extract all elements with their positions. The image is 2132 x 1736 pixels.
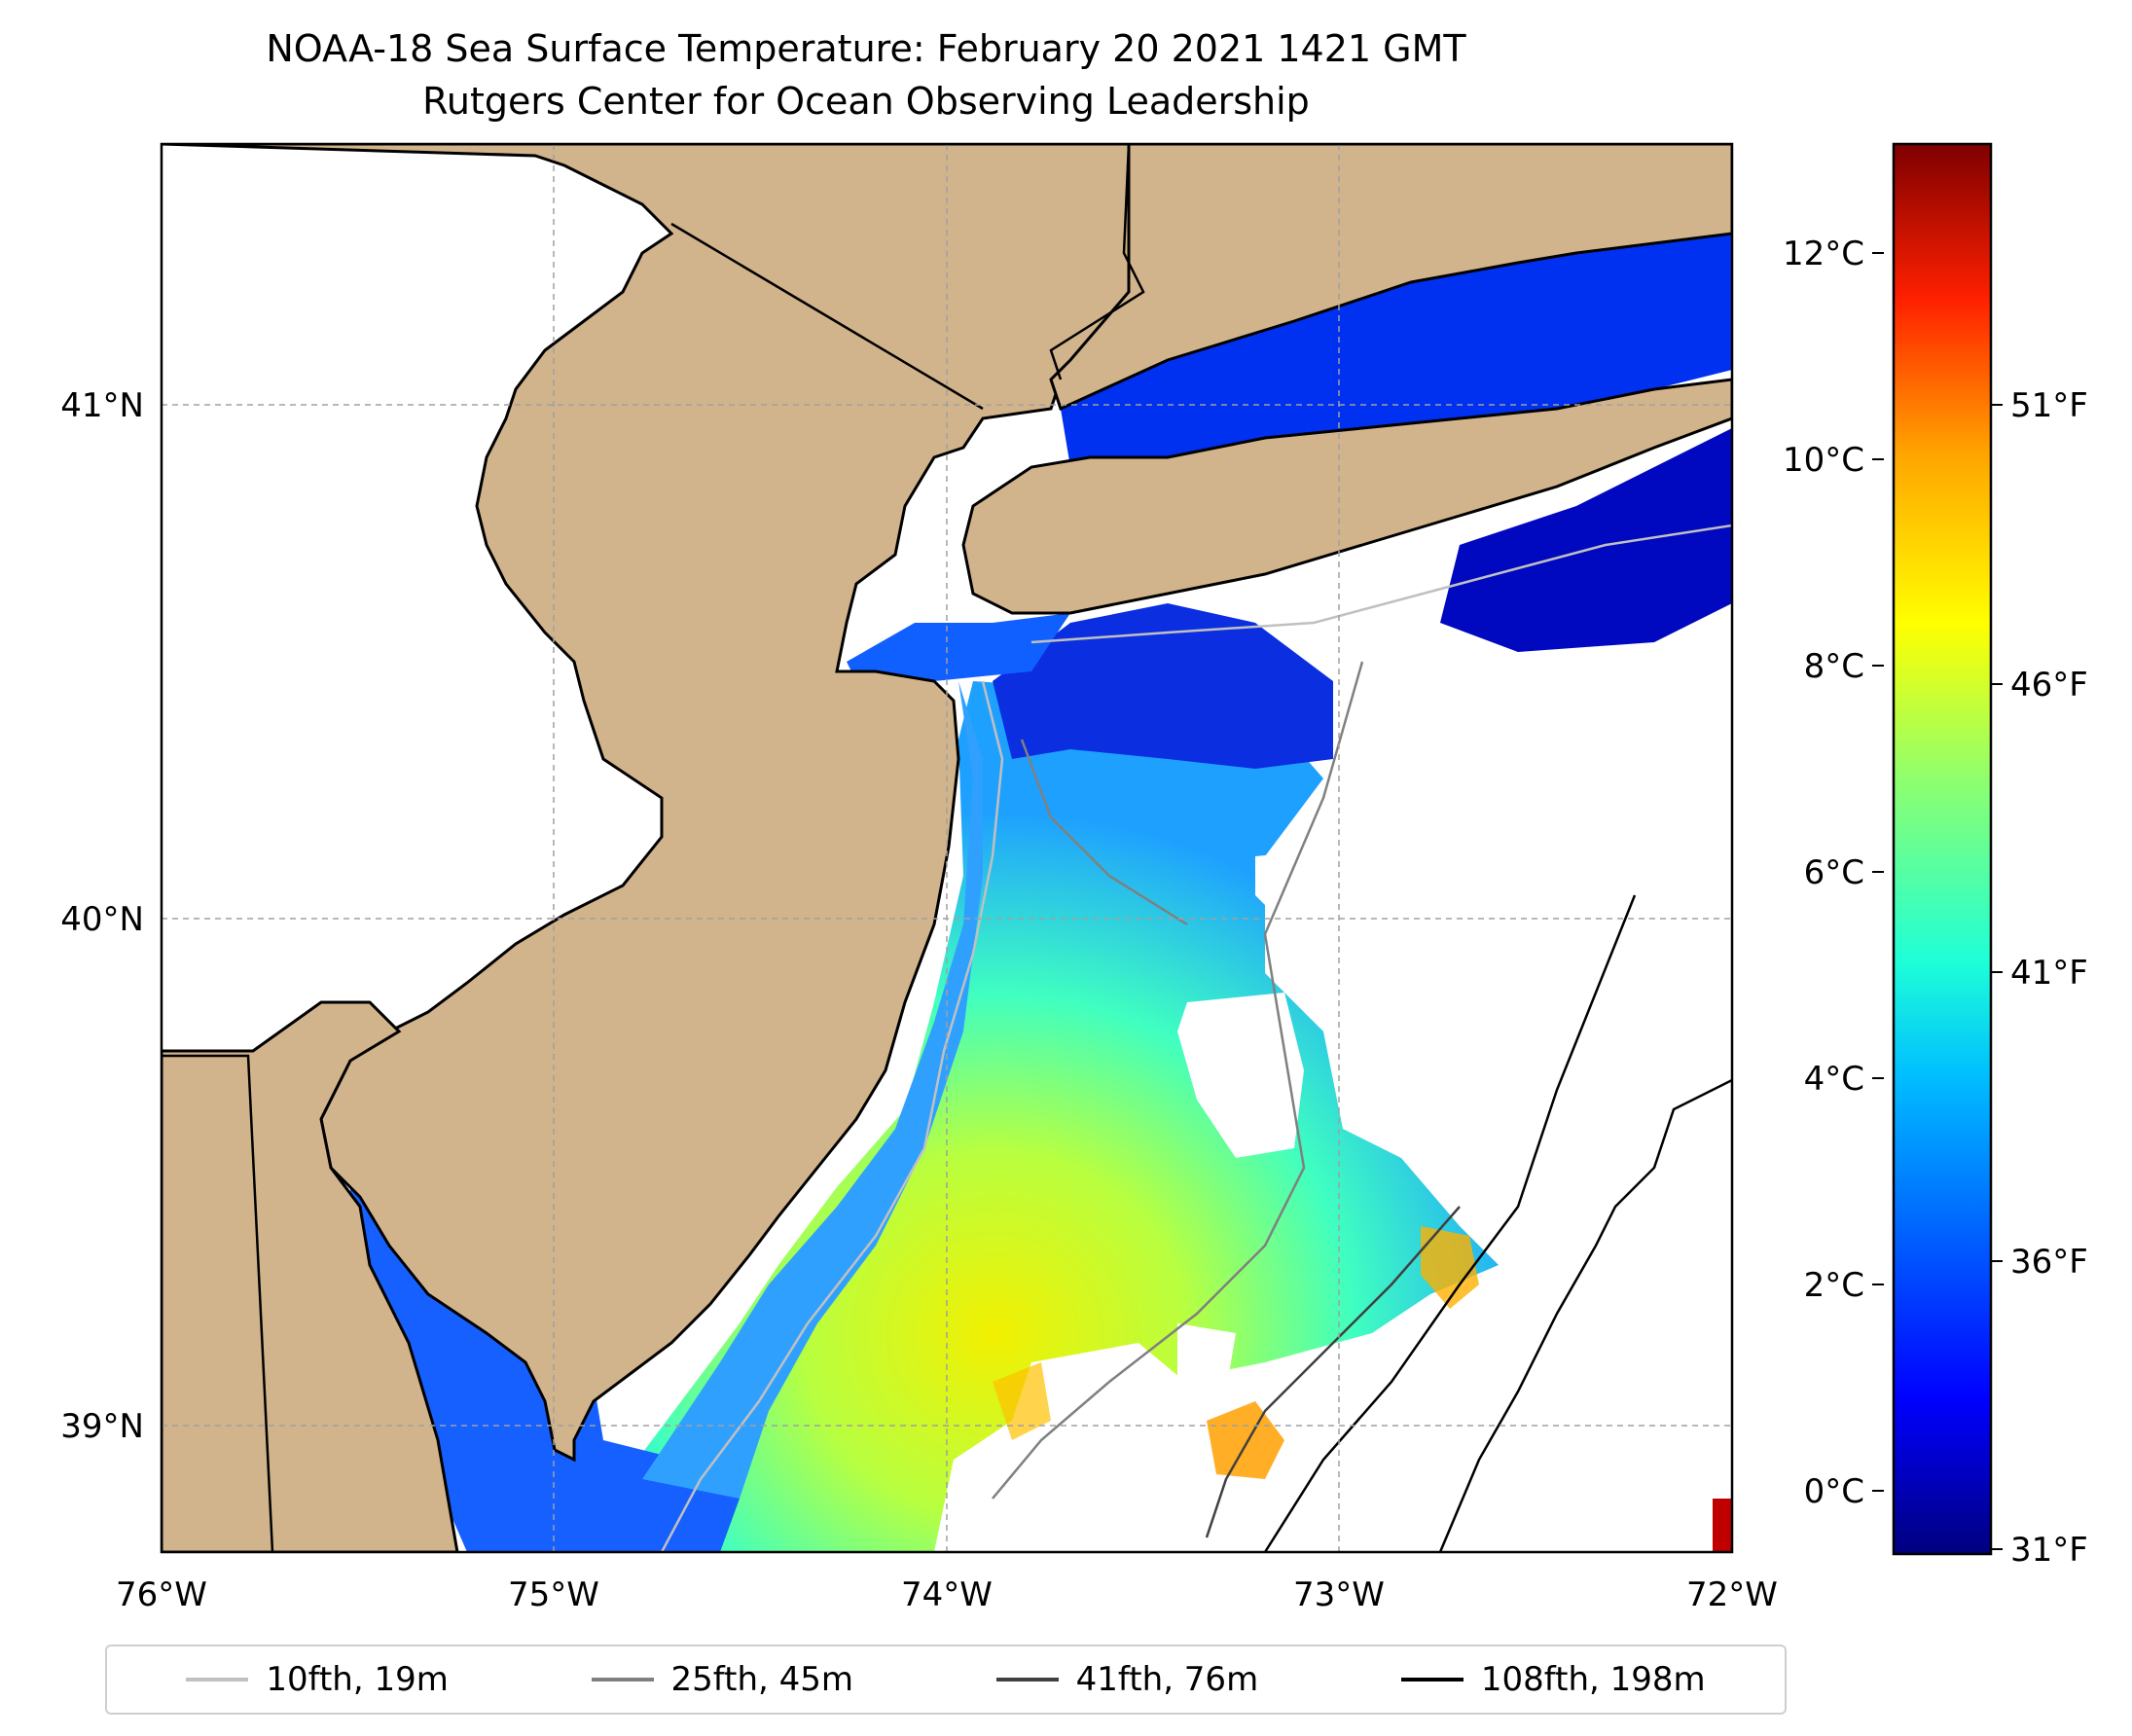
state-border-ny-nj bbox=[670, 222, 984, 411]
lat-tick-labels: 39°N 40°N 41°N bbox=[60, 386, 144, 1446]
legend-label: 10fth, 19m bbox=[266, 1660, 449, 1699]
cloud-gap-3 bbox=[934, 1343, 1216, 1552]
legend-line-swatch bbox=[1400, 1678, 1463, 1682]
state-border-de-md bbox=[162, 1054, 274, 1552]
colorbar-gradient bbox=[1892, 142, 1993, 1556]
lat-tick-label: 41°N bbox=[60, 386, 144, 425]
celsius-tick-label: 8°C bbox=[1804, 647, 1864, 686]
legend-line-swatch bbox=[995, 1678, 1059, 1682]
colorbar-fahrenheit-ticks: 31°F 36°F 41°F 46°F 51°F bbox=[2010, 386, 2088, 1570]
legend-label: 25fth, 45m bbox=[670, 1660, 854, 1699]
sst-shelf-water bbox=[584, 681, 1499, 1552]
sst-warm-patch-2 bbox=[1421, 1226, 1479, 1309]
sst-cold-ny-bight bbox=[993, 603, 1333, 769]
map-grid bbox=[161, 144, 1733, 1552]
fahrenheit-tick-label: 41°F bbox=[2010, 954, 2088, 993]
sst-cold-harbor bbox=[847, 613, 1070, 681]
land-connecticut bbox=[1049, 144, 1732, 412]
map-area bbox=[162, 144, 1732, 1552]
legend-label: 108fth, 198m bbox=[1480, 1660, 1706, 1699]
sst-se-corner bbox=[1713, 1499, 1732, 1552]
sst-long-island-sound bbox=[1061, 234, 1732, 467]
contour-legend: 10fth, 19m 25fth, 45m 41fth, 76m 108fth,… bbox=[105, 1645, 1787, 1715]
fahrenheit-tick-label: 31°F bbox=[2010, 1531, 2088, 1570]
legend-line-swatch bbox=[591, 1678, 654, 1682]
contour-198m-b bbox=[1438, 1078, 1732, 1552]
map-subtitle: Rutgers Center for Ocean Observing Leade… bbox=[422, 80, 1310, 123]
legend-item-19m: 10fth, 19m bbox=[186, 1660, 449, 1699]
sst-cold-east bbox=[1440, 428, 1732, 652]
lat-tick-label: 40°N bbox=[60, 900, 144, 939]
cloud-gap-4 bbox=[1177, 1323, 1236, 1392]
land-long-island bbox=[961, 378, 1732, 615]
lon-tick-labels: 76°W 75°W 74°W 73°W 72°W bbox=[116, 1575, 1778, 1614]
celsius-tick-label: 6°C bbox=[1804, 853, 1864, 892]
lon-tick-label: 73°W bbox=[1293, 1575, 1385, 1614]
legend-item-45m: 25fth, 45m bbox=[591, 1660, 854, 1699]
celsius-tick-label: 0°C bbox=[1804, 1472, 1864, 1511]
celsius-tick-label: 2°C bbox=[1804, 1266, 1864, 1305]
legend-label: 41fth, 76m bbox=[1075, 1660, 1259, 1699]
contour-19m bbox=[660, 680, 1004, 1552]
lon-tick-label: 76°W bbox=[116, 1575, 207, 1614]
lon-tick-label: 75°W bbox=[508, 1575, 599, 1614]
colorbar-celsius-ticks: 0°C 2°C 4°C 6°C 8°C 10°C 12°C bbox=[1783, 235, 1864, 1511]
lon-tick-label: 72°W bbox=[1686, 1575, 1778, 1614]
sst-warm-patch-3 bbox=[993, 1362, 1051, 1440]
legend-item-76m: 41fth, 76m bbox=[995, 1660, 1259, 1699]
state-border-ny-ct bbox=[1049, 144, 1145, 380]
land-delmarva bbox=[162, 1000, 459, 1552]
cloud-gap-1 bbox=[1177, 993, 1304, 1158]
celsius-tick-label: 12°C bbox=[1783, 235, 1864, 273]
contour-19m-li bbox=[1030, 524, 1732, 644]
cloud-gap-2 bbox=[1255, 851, 1314, 915]
sst-warm-patch-1 bbox=[1207, 1401, 1284, 1479]
legend-line-swatch bbox=[186, 1678, 249, 1682]
contour-198m bbox=[1263, 894, 1637, 1552]
contour-76m bbox=[1205, 1206, 1461, 1538]
lat-tick-label: 39°N bbox=[60, 1407, 144, 1446]
lon-tick-label: 74°W bbox=[901, 1575, 993, 1614]
fahrenheit-tick-label: 36°F bbox=[2010, 1243, 2088, 1282]
map-frame bbox=[160, 142, 1734, 1554]
fahrenheit-tick-label: 51°F bbox=[2010, 386, 2088, 425]
celsius-tick-label: 10°C bbox=[1783, 441, 1864, 480]
colorbar: 0°C 2°C 4°C 6°C 8°C 10°C 12°C 31°F 36°F … bbox=[1783, 142, 2088, 1570]
celsius-tick-label: 4°C bbox=[1804, 1060, 1864, 1099]
contour-45m bbox=[992, 661, 1364, 1500]
sst-nj-nearshore bbox=[642, 681, 983, 1499]
fahrenheit-tick-label: 46°F bbox=[2010, 666, 2088, 705]
land-new-jersey bbox=[162, 144, 1151, 1463]
map-title: NOAA-18 Sea Surface Temperature: Februar… bbox=[266, 27, 1466, 70]
legend-item-198m: 108fth, 198m bbox=[1400, 1660, 1706, 1699]
contour-45m-b bbox=[1020, 739, 1188, 926]
